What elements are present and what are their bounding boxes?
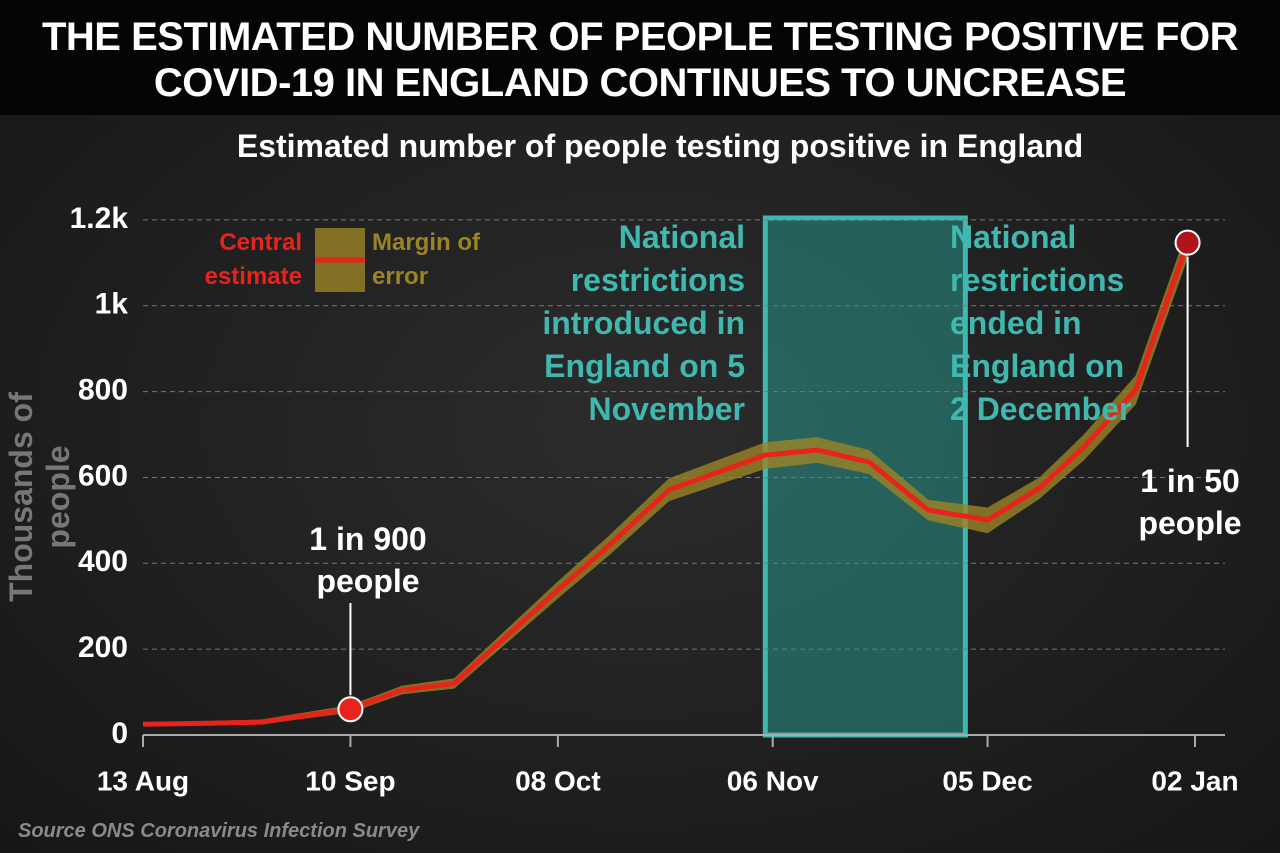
y-tick-label: 600 (78, 459, 128, 492)
y-tick-label: 800 (78, 374, 128, 407)
line (142, 241, 1190, 727)
y-tick-label: 0 (111, 717, 128, 750)
x-tick-label: 08 Oct (515, 765, 601, 796)
x-tick-label: 13 Aug (97, 765, 189, 796)
annotation: National restrictions ended in England o… (950, 219, 1132, 427)
x-tick-label: 06 Nov (727, 765, 819, 796)
highlight-point (337, 696, 364, 723)
legend-label: Central estimate (204, 229, 302, 290)
x-tick-label: 10 Sep (305, 765, 395, 796)
source: Source ONS Coronavirus Infection Survey (18, 820, 420, 842)
legend-label: Margin of error (372, 229, 480, 290)
y-tick-label: 1k (95, 288, 129, 321)
annotation: National restrictions introduced in Engl… (542, 219, 745, 427)
highlight-point (1174, 229, 1201, 256)
y-tick-label: 400 (78, 545, 128, 578)
y-tick-label: 1.2k (70, 202, 129, 235)
annotation: 1 in 50 people (1138, 463, 1242, 541)
annotation: 1 in 900 people (309, 521, 427, 599)
x-tick-label: 05 Dec (942, 765, 1032, 796)
chart-title: Estimated number of people testing posit… (236, 128, 1084, 164)
x-tick-label: 02 Jan (1151, 765, 1238, 796)
headline: THE ESTIMATED NUMBER OF PEOPLE TESTING P… (0, 0, 1280, 115)
y-tick-label: 200 (78, 631, 128, 664)
restriction-period (762, 215, 968, 738)
y-axis-label: Thousands of people (3, 392, 76, 602)
